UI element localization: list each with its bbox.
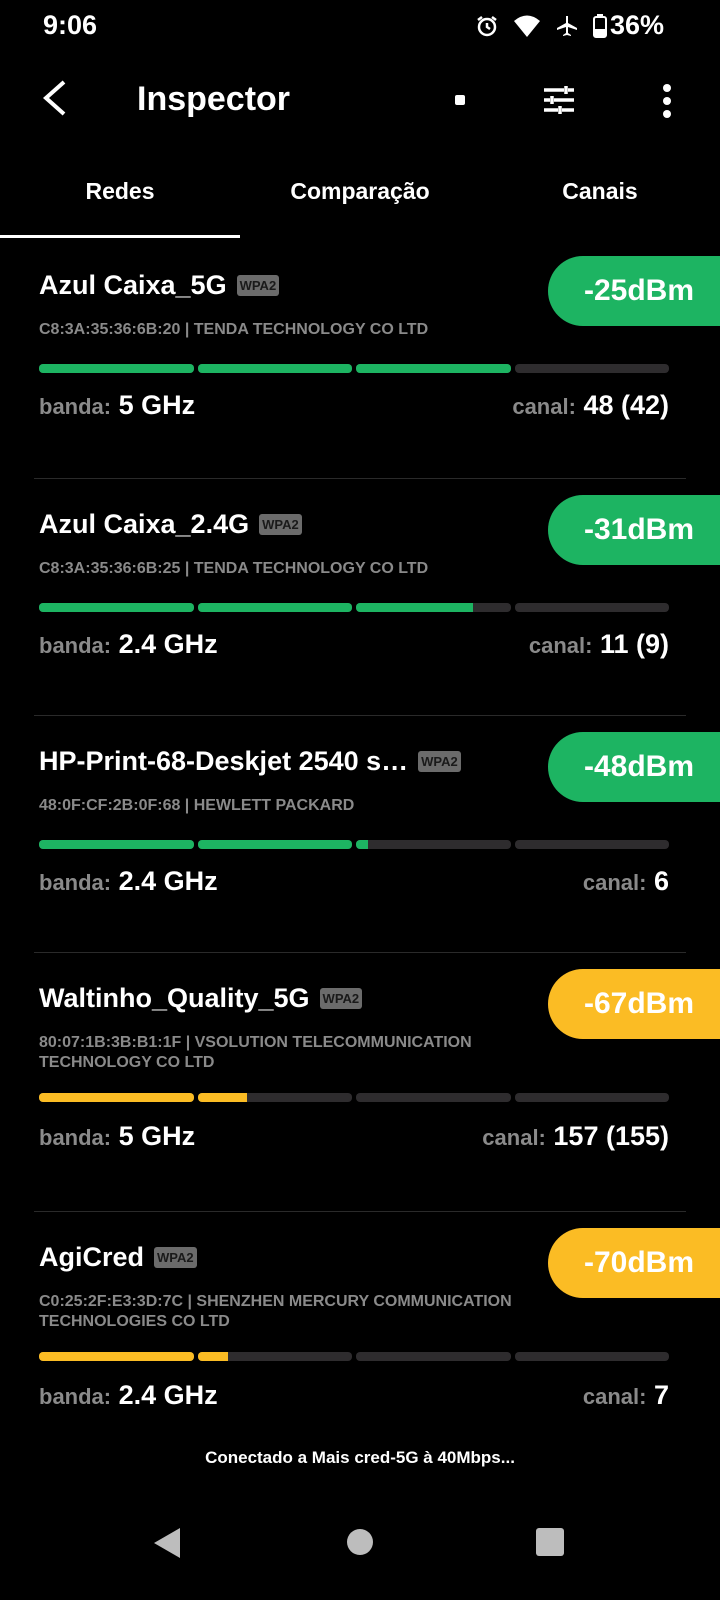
- back-arrow-icon[interactable]: [40, 78, 68, 118]
- bssid-vendor: C8:3A:35:36:6B:25 | TENDA TECHNOLOGY CO …: [39, 560, 429, 577]
- bssid-vendor: 48:0F:CF:2B:0F:68 | HEWLETT PACKARD: [39, 797, 355, 814]
- signal-bar: [39, 1352, 669, 1361]
- signal-segment: [39, 1352, 194, 1361]
- ssid: Azul Caixa_5G: [39, 270, 227, 300]
- alarm-icon: [477, 15, 497, 36]
- rssi-badge: -25dBm: [548, 256, 720, 326]
- clock: 9:06: [43, 10, 98, 40]
- security-badge: WPA2: [236, 275, 280, 296]
- channel-info: canal: 157 (155): [482, 1121, 669, 1151]
- band-info: banda: 2.4 GHz: [39, 866, 218, 896]
- ssid: Waltinho_Quality_5G: [39, 983, 310, 1013]
- channel-info: canal: 11 (9): [528, 629, 669, 659]
- signal-bar: [39, 840, 669, 849]
- ssid: HP-Print-68-Deskjet 2540 s…: [39, 746, 409, 776]
- tab-redes[interactable]: Redes: [85, 178, 155, 204]
- tab-indicator: [0, 235, 240, 238]
- signal-segment: [197, 840, 352, 849]
- network-card[interactable]: HP-Print-68-Deskjet 2540 s… WPA2 -48dBm 4…: [34, 716, 720, 953]
- channel-info: canal: 6: [582, 866, 669, 896]
- signal-segment: [356, 1093, 511, 1102]
- network-list[interactable]: Azul Caixa_5G WPA2 -25dBm C8:3A:35:36:6B:…: [0, 240, 720, 1440]
- tab-comparacao[interactable]: Comparação: [290, 178, 430, 204]
- battery-level: 36%: [609, 10, 664, 40]
- signal-segment: [514, 364, 669, 373]
- network-name-row: Waltinho_Quality_5G WPA2: [39, 983, 363, 1014]
- signal-segment: [356, 840, 511, 849]
- ssid: AgiCred: [39, 1242, 145, 1272]
- band-info: banda: 5 GHz: [39, 1121, 196, 1151]
- network-card[interactable]: Azul Caixa_5G WPA2 -25dBm C8:3A:35:36:6B:…: [34, 240, 720, 479]
- signal-segment: [356, 1352, 511, 1361]
- app-bar: Inspector: [0, 60, 720, 140]
- signal-segment: [39, 603, 194, 612]
- signal-segment: [356, 603, 511, 612]
- nav-back-icon[interactable]: [152, 1526, 182, 1560]
- rssi-badge: -48dBm: [548, 732, 720, 802]
- signal-bar: [39, 1093, 669, 1102]
- band-info: banda: 5 GHz: [39, 390, 196, 420]
- connection-status: Conectado a Mais cred-5G à 40Mbps...: [205, 1448, 515, 1467]
- bssid-vendor: C0:25:2F:E3:3D:7C | SHENZHEN MERCURY COM…: [39, 1293, 512, 1330]
- pause-icon[interactable]: [455, 95, 465, 105]
- band-info: banda: 2.4 GHz: [39, 629, 218, 659]
- security-badge: WPA2: [154, 1247, 197, 1268]
- tab-canais[interactable]: Canais: [562, 178, 638, 204]
- channel-info: canal: 7: [582, 1380, 669, 1410]
- signal-segment: [197, 1093, 352, 1102]
- more-vert-icon[interactable]: [660, 84, 674, 118]
- rssi-badge: -67dBm: [548, 969, 720, 1039]
- nav-home-icon[interactable]: [345, 1527, 375, 1557]
- status-bar: 9:06 36%: [0, 0, 720, 52]
- channel-info: canal: 48 (42): [512, 390, 669, 420]
- rssi-badge: -31dBm: [548, 495, 720, 565]
- signal-bar: [39, 603, 669, 612]
- network-card[interactable]: AgiCred WPA2 -70dBm C0:25:2F:E3:3D:7C | S…: [34, 1212, 720, 1440]
- network-name-row: Azul Caixa_2.4G WPA2: [39, 509, 302, 540]
- security-badge: WPA2: [319, 988, 363, 1009]
- signal-segment: [39, 364, 194, 373]
- network-card[interactable]: Waltinho_Quality_5G WPA2 -67dBm 80:07:1B:…: [34, 953, 720, 1212]
- ssid: Azul Caixa_2.4G: [39, 509, 250, 539]
- security-badge: WPA2: [259, 514, 302, 535]
- signal-segment: [39, 840, 194, 849]
- signal-segment: [514, 840, 669, 849]
- signal-segment: [39, 1093, 194, 1102]
- network-name-row: HP-Print-68-Deskjet 2540 s… WPA2: [39, 746, 461, 777]
- airplane-icon: [556, 15, 577, 36]
- filter-sliders-icon[interactable]: [542, 84, 576, 116]
- navigation-bar: [0, 1500, 720, 1600]
- tab-bar: Redes Comparação Canais: [0, 160, 720, 240]
- network-name-row: Azul Caixa_5G WPA2: [39, 270, 280, 301]
- nav-recents-icon[interactable]: [536, 1528, 564, 1556]
- signal-segment: [514, 1093, 669, 1102]
- signal-segment: [197, 603, 352, 612]
- signal-segment: [514, 603, 669, 612]
- signal-segment: [197, 364, 352, 373]
- signal-segment: [356, 364, 511, 373]
- signal-bar: [39, 364, 669, 373]
- battery-icon: [592, 13, 607, 38]
- network-card[interactable]: Azul Caixa_2.4G WPA2 -31dBm C8:3A:35:36:6…: [34, 479, 720, 716]
- page-title: Inspector: [137, 80, 291, 118]
- rssi-badge: -70dBm: [548, 1228, 720, 1298]
- network-name-row: AgiCred WPA2: [39, 1242, 197, 1273]
- bssid-vendor: C8:3A:35:36:6B:20 | TENDA TECHNOLOGY CO …: [39, 321, 429, 338]
- wifi-icon: [513, 15, 540, 37]
- security-badge: WPA2: [418, 751, 461, 772]
- signal-segment: [514, 1352, 669, 1361]
- signal-segment: [197, 1352, 352, 1361]
- band-info: banda: 2.4 GHz: [39, 1380, 218, 1410]
- bssid-vendor: 80:07:1B:3B:B1:1F | VSOLUTION TELECOMMUN…: [39, 1034, 472, 1071]
